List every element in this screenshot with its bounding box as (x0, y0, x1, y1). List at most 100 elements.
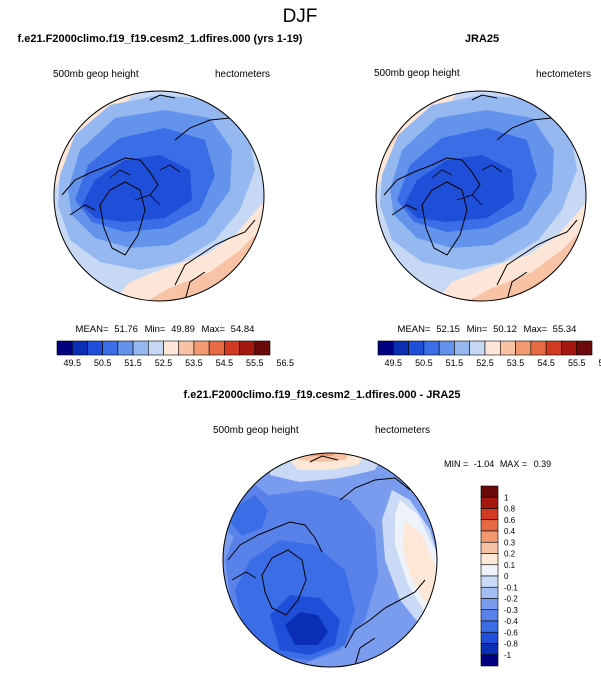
colorbar-tick-label: 49.5 (385, 358, 403, 368)
colorbar-tick-label: 56.5 (599, 358, 601, 368)
colorbar-cell (561, 340, 578, 356)
contour-band-neg-4 (285, 612, 328, 645)
coastline-europe (344, 579, 426, 666)
panel-model-map (53, 90, 265, 302)
coastline-arctic-islands (431, 164, 503, 206)
colorbar-tick-label: 50.5 (94, 358, 112, 368)
colorbar-tick-label: -0.3 (504, 606, 518, 615)
colorbar-cell (480, 553, 499, 566)
colorbar-cell (239, 340, 256, 356)
panel-model-stats: MEAN= 51.76 Min= 49.89 Max= 54.84 (76, 324, 255, 335)
page-title: DJF (283, 6, 318, 27)
colorbar-tick-label: 55.5 (246, 358, 264, 368)
panel-obs-title: JRA25 (465, 33, 499, 45)
colorbar-tick-label: -1 (504, 651, 512, 660)
colorbar-cell (576, 340, 593, 356)
panel-diff-stats: MIN = -1.04 MAX = 0.39 (444, 459, 551, 469)
colorbar-tick-label: 52.5 (476, 358, 494, 368)
colorbar-tick-label: 0.3 (504, 538, 516, 547)
colorbar-tick-label: 54.5 (216, 358, 234, 368)
coastline-canada (383, 157, 481, 216)
colorbar-cell (469, 340, 486, 356)
colorbar-cell (545, 340, 562, 356)
colorbar-cell (71, 340, 88, 356)
colorbar-cell (224, 340, 240, 356)
panel-diff: f.e21.F2000climo.f19_f19.cesm2_1.dfires.… (184, 389, 551, 668)
colorbar-tick-label: 0.2 (504, 550, 516, 559)
colorbar-cell (480, 631, 499, 644)
coastline-arctic-islands (109, 164, 181, 206)
colorbar-cell (408, 340, 425, 356)
colorbar-cell (193, 340, 210, 356)
colorbar-cell (117, 340, 134, 356)
colorbar-cell (147, 340, 164, 356)
colorbar-diff: 1 0.8 0.6 0.4 0.3 0.2 0.1 0 -0.1 -0.2 -0.3 -0.4 -0.6… (480, 485, 518, 667)
colorbar-cell (515, 340, 532, 356)
panel-model-units: hectometers (215, 69, 270, 80)
colorbar-cell (423, 340, 440, 356)
colorbar-model: 49.5 50.5 51.5 52.5 53.5 54.5 55.5 56.5 (56, 340, 294, 368)
colorbar-cell (480, 586, 499, 599)
colorbar-cell (438, 340, 455, 356)
panel-diff-variable: 500mb geop height (213, 425, 299, 436)
colorbar-cell (484, 340, 501, 356)
colorbar-cell (480, 508, 499, 521)
coastline-canada (227, 521, 323, 581)
colorbar-cell (87, 340, 103, 356)
colorbar-cell (254, 340, 271, 356)
colorbar-tick-label: 53.5 (507, 358, 525, 368)
contour-band-pos-4 (376, 91, 400, 120)
colorbar-tick-label: -0.4 (504, 617, 518, 626)
colorbar-cell (102, 340, 119, 356)
colorbar-cell (480, 519, 499, 532)
map-outline (222, 452, 438, 668)
colorbar-tick-label: 1 (504, 493, 509, 502)
panel-model: f.e21.F2000climo.f19_f19.cesm2_1.dfires.… (18, 33, 303, 368)
panel-diff-map (222, 452, 438, 668)
colorbar-tick-label: 0.1 (504, 561, 516, 570)
panel-model-variable: 500mb geop height (53, 69, 139, 80)
coastline-europe (496, 219, 578, 301)
panel-diff-units: hectometers (375, 425, 430, 436)
colorbar-obs: 49.5 50.5 51.5 52.5 53.5 54.5 55.5 56.5 (377, 340, 601, 368)
contour-band-west-2 (230, 495, 268, 536)
coastline-asia (309, 455, 411, 501)
panel-diff-title: f.e21.F2000climo.f19_f19.cesm2_1.dfires.… (184, 389, 461, 401)
colorbar-tick-label: 0 (504, 572, 509, 581)
colorbar-cell (480, 530, 499, 543)
contour-band-south-5 (545, 275, 586, 301)
colorbar-cell (56, 340, 73, 356)
colorbar-tick-label: 0.8 (504, 505, 516, 514)
colorbar-tick-label: 56.5 (276, 358, 294, 368)
colorbar-cell (480, 541, 499, 554)
colorbar-tick-label: 0.6 (504, 516, 516, 525)
colorbar-cell (178, 340, 195, 356)
panel-obs-variable: 500mb geop height (374, 68, 460, 79)
colorbar-cell (480, 564, 499, 577)
colorbar-cell (480, 485, 499, 498)
colorbar-tick-label: 55.5 (568, 358, 586, 368)
colorbar-cell (208, 340, 225, 356)
coastline-canada (61, 157, 159, 216)
coastline-greenland (99, 181, 146, 256)
colorbar-cell (454, 340, 471, 356)
colorbar-cell (132, 340, 149, 356)
colorbar-cell (480, 620, 499, 633)
colorbar-tick-label: 52.5 (155, 358, 173, 368)
colorbar-tick-label: 51.5 (446, 358, 464, 368)
colorbar-tick-label: 49.5 (63, 358, 81, 368)
colorbar-tick-label: 53.5 (185, 358, 203, 368)
colorbar-tick-label: -0.1 (504, 583, 518, 592)
colorbar-tick-label: -0.6 (504, 628, 518, 637)
map-outline (53, 90, 265, 302)
colorbar-cell (480, 598, 499, 611)
colorbar-tick-label: 51.5 (124, 358, 142, 368)
colorbar-cell (499, 340, 516, 356)
colorbar-tick-label: 54.5 (537, 358, 555, 368)
colorbar-cell (392, 340, 409, 356)
contour-band-east-3 (402, 520, 437, 602)
colorbar-tick-label: 0.4 (504, 527, 516, 536)
colorbar-cell (480, 496, 499, 509)
coastline-europe (174, 219, 256, 301)
panel-obs: JRA25 500mb geop height hectometers (374, 33, 601, 368)
